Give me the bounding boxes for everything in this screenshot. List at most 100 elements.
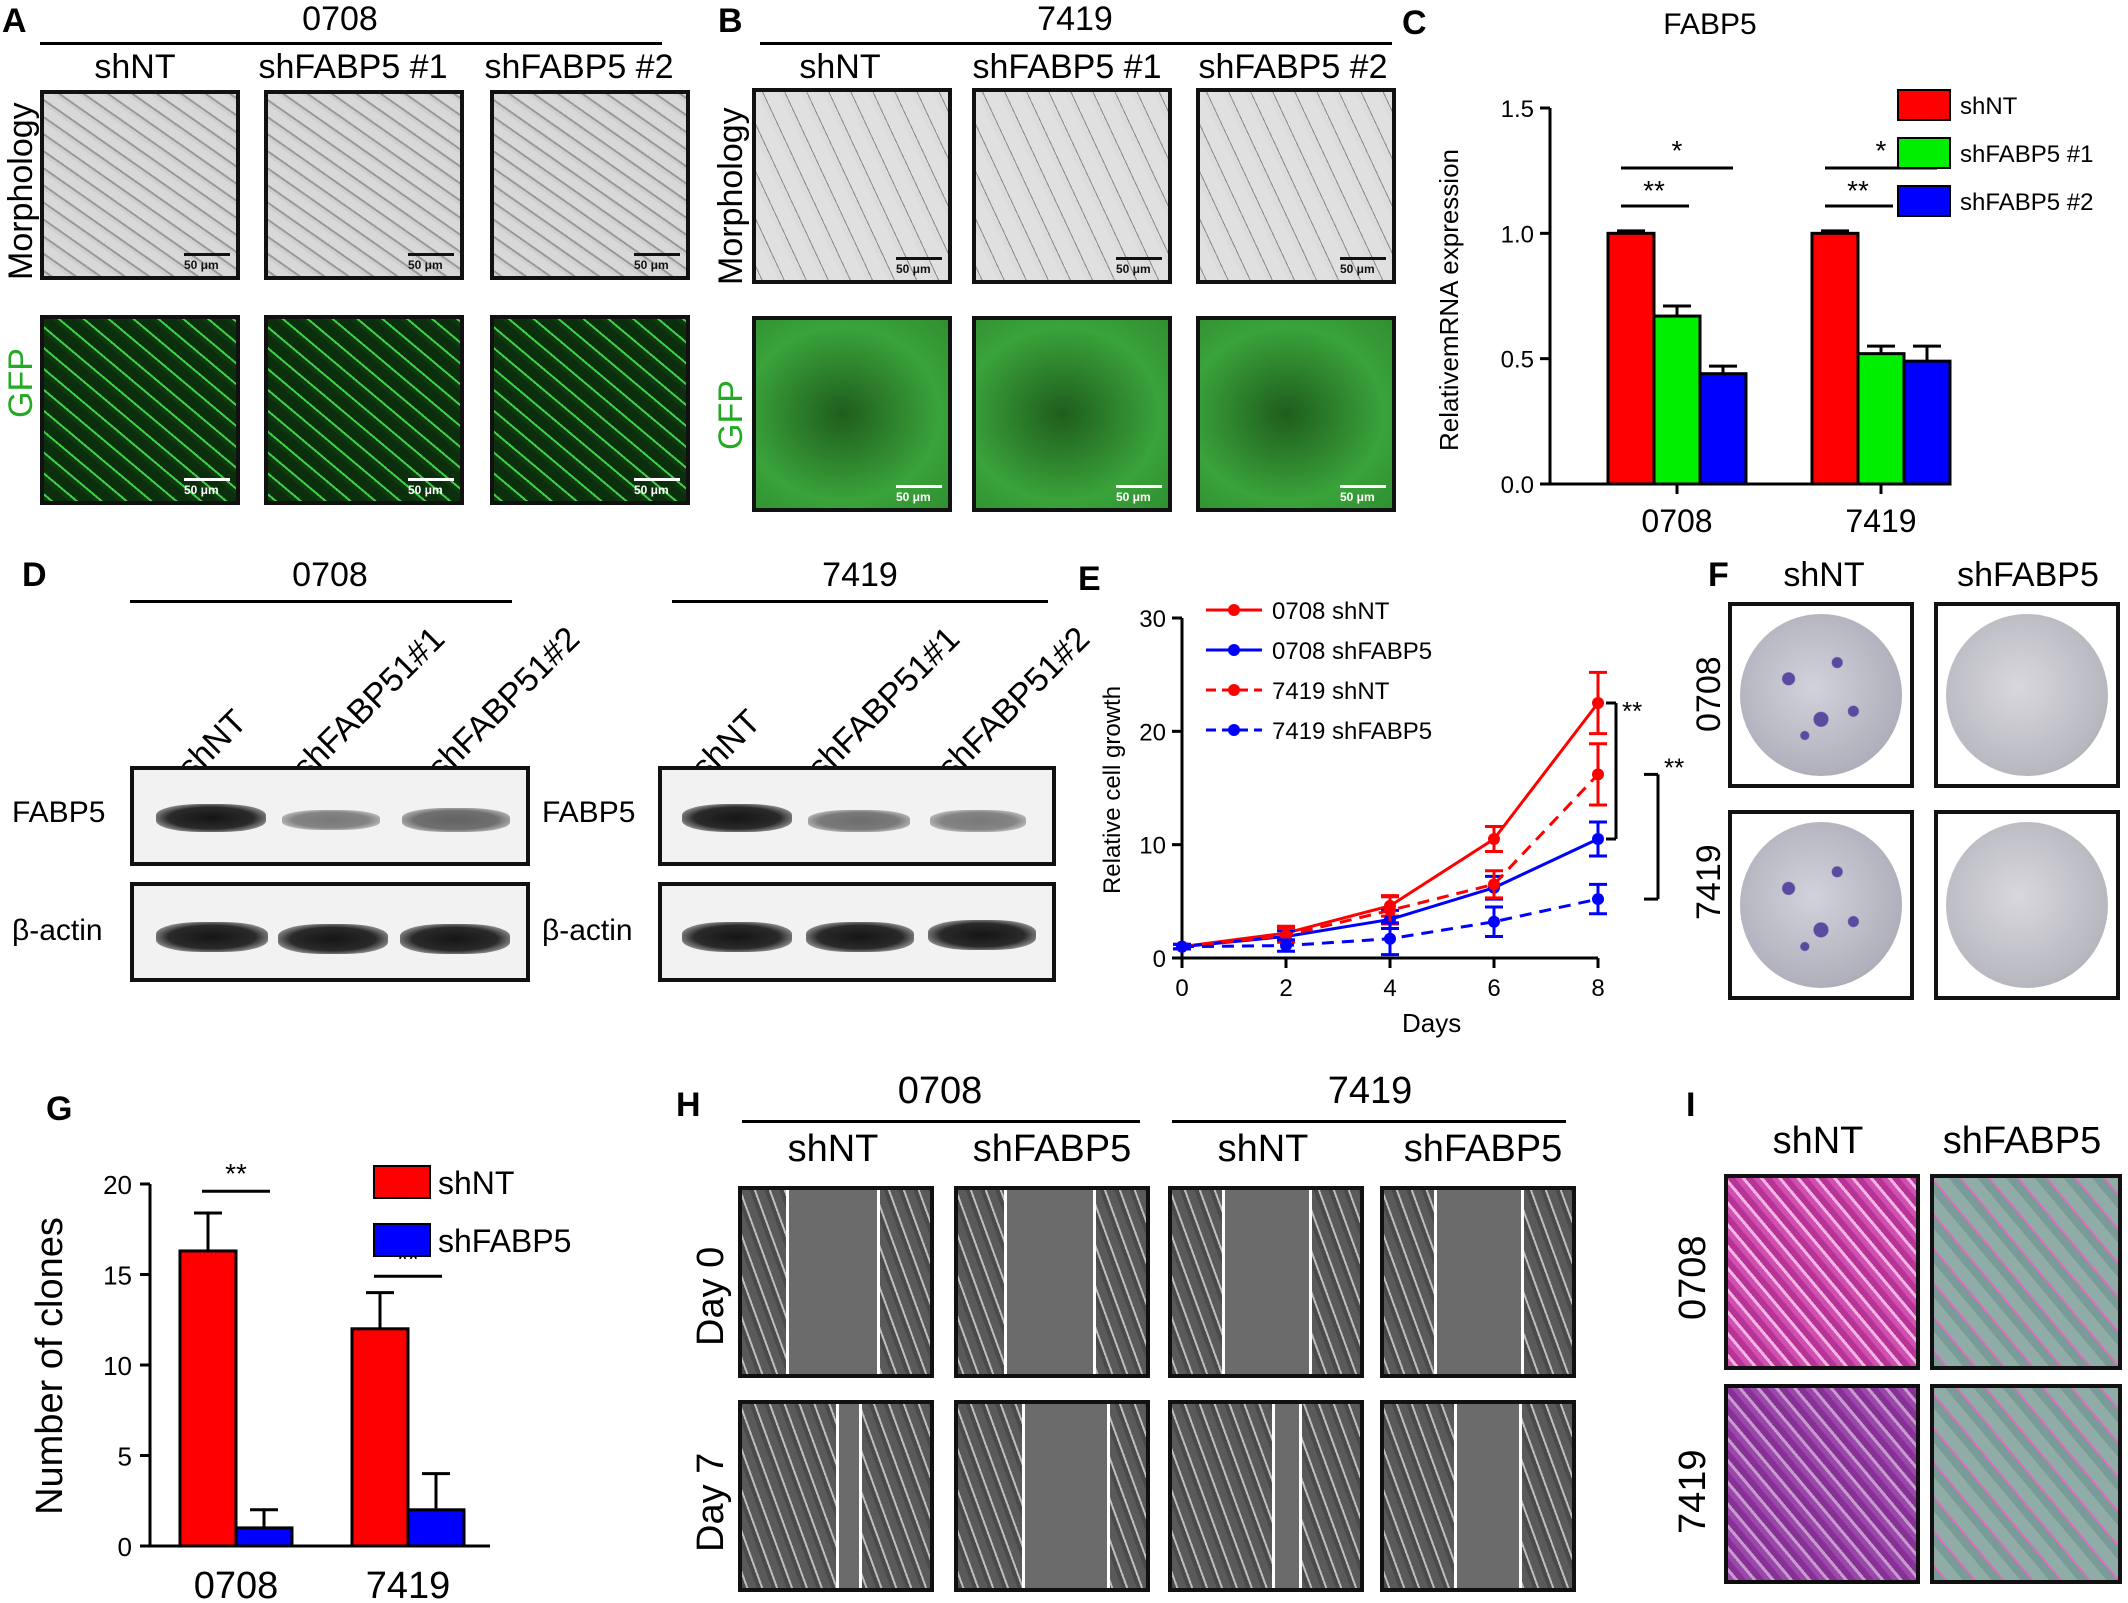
significance-marker: ** bbox=[1622, 696, 1642, 726]
panel-a-col-label: shFABP5 #1 bbox=[258, 48, 448, 86]
panel-letter-b: B bbox=[718, 2, 743, 40]
legend-label: shNT bbox=[438, 1165, 514, 1201]
data-point bbox=[1592, 893, 1604, 906]
chart-title: FABP5 bbox=[1663, 8, 1756, 41]
data-point bbox=[1280, 939, 1292, 952]
y-axis-label: Number of clones bbox=[29, 1217, 71, 1515]
micrograph-morphology: 50 μm bbox=[752, 88, 952, 284]
data-point bbox=[1384, 932, 1396, 945]
invasion-image bbox=[1930, 1174, 2122, 1370]
micrograph-gfp: 50 μm bbox=[752, 316, 952, 512]
y-tick-label: 20 bbox=[1139, 719, 1166, 746]
micrograph-gfp: 50 μm bbox=[490, 315, 690, 505]
wound-image bbox=[1168, 1400, 1364, 1592]
panel-b-row-label-morphology: Morphology bbox=[712, 107, 750, 285]
bar bbox=[406, 1508, 466, 1548]
wound-image bbox=[1168, 1186, 1364, 1378]
micrograph-gfp: 50 μm bbox=[972, 316, 1172, 512]
panel-i-row-label: 0708 bbox=[1672, 1235, 1714, 1320]
data-point bbox=[1488, 915, 1500, 928]
legend-swatch bbox=[373, 1223, 431, 1257]
blot-row-label: FABP5 bbox=[542, 796, 636, 829]
y-tick-label: 15 bbox=[103, 1261, 132, 1291]
micrograph-morphology: 50 μm bbox=[490, 90, 690, 280]
data-point bbox=[1592, 768, 1604, 781]
significance-marker: * bbox=[1672, 135, 1683, 166]
legend-label: 7419 shFABP5 bbox=[1272, 718, 1432, 745]
data-point bbox=[1592, 833, 1604, 845]
panel-b-col-label: shFABP5 #1 bbox=[972, 48, 1162, 86]
y-tick-label: 1.0 bbox=[1501, 221, 1534, 248]
panel-h-col-label: shFABP5 bbox=[972, 1128, 1132, 1170]
y-tick-label: 5 bbox=[118, 1442, 132, 1472]
wound-image bbox=[738, 1186, 934, 1378]
panel-a-group-line bbox=[40, 42, 662, 45]
legend-label: 7419 shNT bbox=[1272, 678, 1390, 705]
y-axis-label: RelativemRNA expression bbox=[1434, 149, 1464, 451]
blot-actin-7419 bbox=[658, 882, 1056, 982]
x-tick-label: 7419 bbox=[366, 1565, 451, 1603]
panel-letter-a: A bbox=[2, 2, 27, 40]
bar bbox=[1902, 359, 1952, 486]
legend-label: shFABP5 #1 bbox=[1960, 141, 2093, 168]
panel-d-group-label: 0708 bbox=[292, 556, 368, 594]
x-tick-label: 6 bbox=[1487, 975, 1500, 1002]
panel-h-col-label: shNT bbox=[787, 1128, 879, 1170]
panel-i-row-label: 7419 bbox=[1672, 1449, 1714, 1534]
significance-marker: * bbox=[1876, 135, 1887, 166]
bar bbox=[1606, 231, 1656, 486]
wound-image bbox=[738, 1400, 934, 1592]
x-tick-label: 7419 bbox=[1845, 503, 1916, 539]
y-tick-label: 1.5 bbox=[1501, 96, 1534, 123]
micrograph-morphology: 50 μm bbox=[972, 88, 1172, 284]
panel-letter-d: D bbox=[22, 556, 47, 594]
panel-f-col-label: shFABP5 bbox=[1957, 556, 2099, 594]
panel-b-group-label: 7419 bbox=[1037, 0, 1113, 38]
panel-h-row-label: Day 7 bbox=[690, 1452, 732, 1552]
y-tick-label: 20 bbox=[103, 1170, 132, 1200]
panel-f-col-label: shNT bbox=[1783, 556, 1865, 594]
data-point bbox=[1384, 904, 1396, 917]
panel-a-row-label-gfp: GFP bbox=[2, 348, 40, 418]
panel-letter-c: C bbox=[1402, 4, 1427, 42]
panel-h-group-line bbox=[742, 1120, 1140, 1123]
colony-dish bbox=[1728, 602, 1914, 788]
micrograph-morphology: 50 μm bbox=[264, 90, 464, 280]
wound-image bbox=[1380, 1400, 1576, 1592]
data-point bbox=[1592, 697, 1604, 709]
bar bbox=[1698, 372, 1748, 486]
x-tick-label: 0708 bbox=[194, 1565, 279, 1603]
bar bbox=[178, 1249, 238, 1548]
blot-row-label: β-actin bbox=[12, 914, 103, 947]
legend-label: shFABP5 bbox=[438, 1223, 571, 1259]
legend-swatch bbox=[1897, 89, 1951, 121]
chart-e-cell-growth: E Relative cell growth Days 0 10 20 30 0 2 4 6 8 070… bbox=[1078, 560, 1684, 1038]
panel-h-group-line bbox=[1172, 1120, 1566, 1123]
legend-label: shNT bbox=[1960, 93, 2018, 120]
panel-d-group-label: 7419 bbox=[822, 556, 898, 594]
data-point bbox=[1280, 929, 1292, 942]
y-tick-label: 10 bbox=[1139, 833, 1166, 860]
significance-marker: ** bbox=[225, 1158, 247, 1189]
panel-b-col-label: shFABP5 #2 bbox=[1198, 48, 1388, 86]
y-tick-label: 0 bbox=[1153, 946, 1166, 973]
y-tick-label: 0 bbox=[118, 1532, 132, 1562]
y-axis-label: Relative cell growth bbox=[1099, 686, 1126, 894]
legend-marker bbox=[1228, 604, 1240, 616]
colony-dish bbox=[1728, 810, 1914, 1000]
panel-f-row-label: 7419 bbox=[1690, 844, 1728, 920]
blot-fabp5-0708 bbox=[130, 766, 530, 866]
x-tick-label: 4 bbox=[1383, 975, 1396, 1002]
legend-swatch bbox=[373, 1165, 431, 1199]
panel-h-col-label: shNT bbox=[1217, 1128, 1309, 1170]
wound-image bbox=[954, 1186, 1150, 1378]
significance-marker: ** bbox=[1847, 175, 1869, 206]
legend-swatch bbox=[1897, 137, 1951, 169]
invasion-image bbox=[1724, 1384, 1920, 1584]
panel-letter-h: H bbox=[676, 1086, 701, 1124]
panel-i-col-label: shNT bbox=[1772, 1120, 1864, 1162]
wound-image bbox=[1380, 1186, 1576, 1378]
micrograph-morphology: 50 μm bbox=[1196, 88, 1396, 284]
legend-label: 0708 shFABP5 bbox=[1272, 638, 1432, 665]
panel-h-group-label: 0708 bbox=[897, 1070, 983, 1112]
